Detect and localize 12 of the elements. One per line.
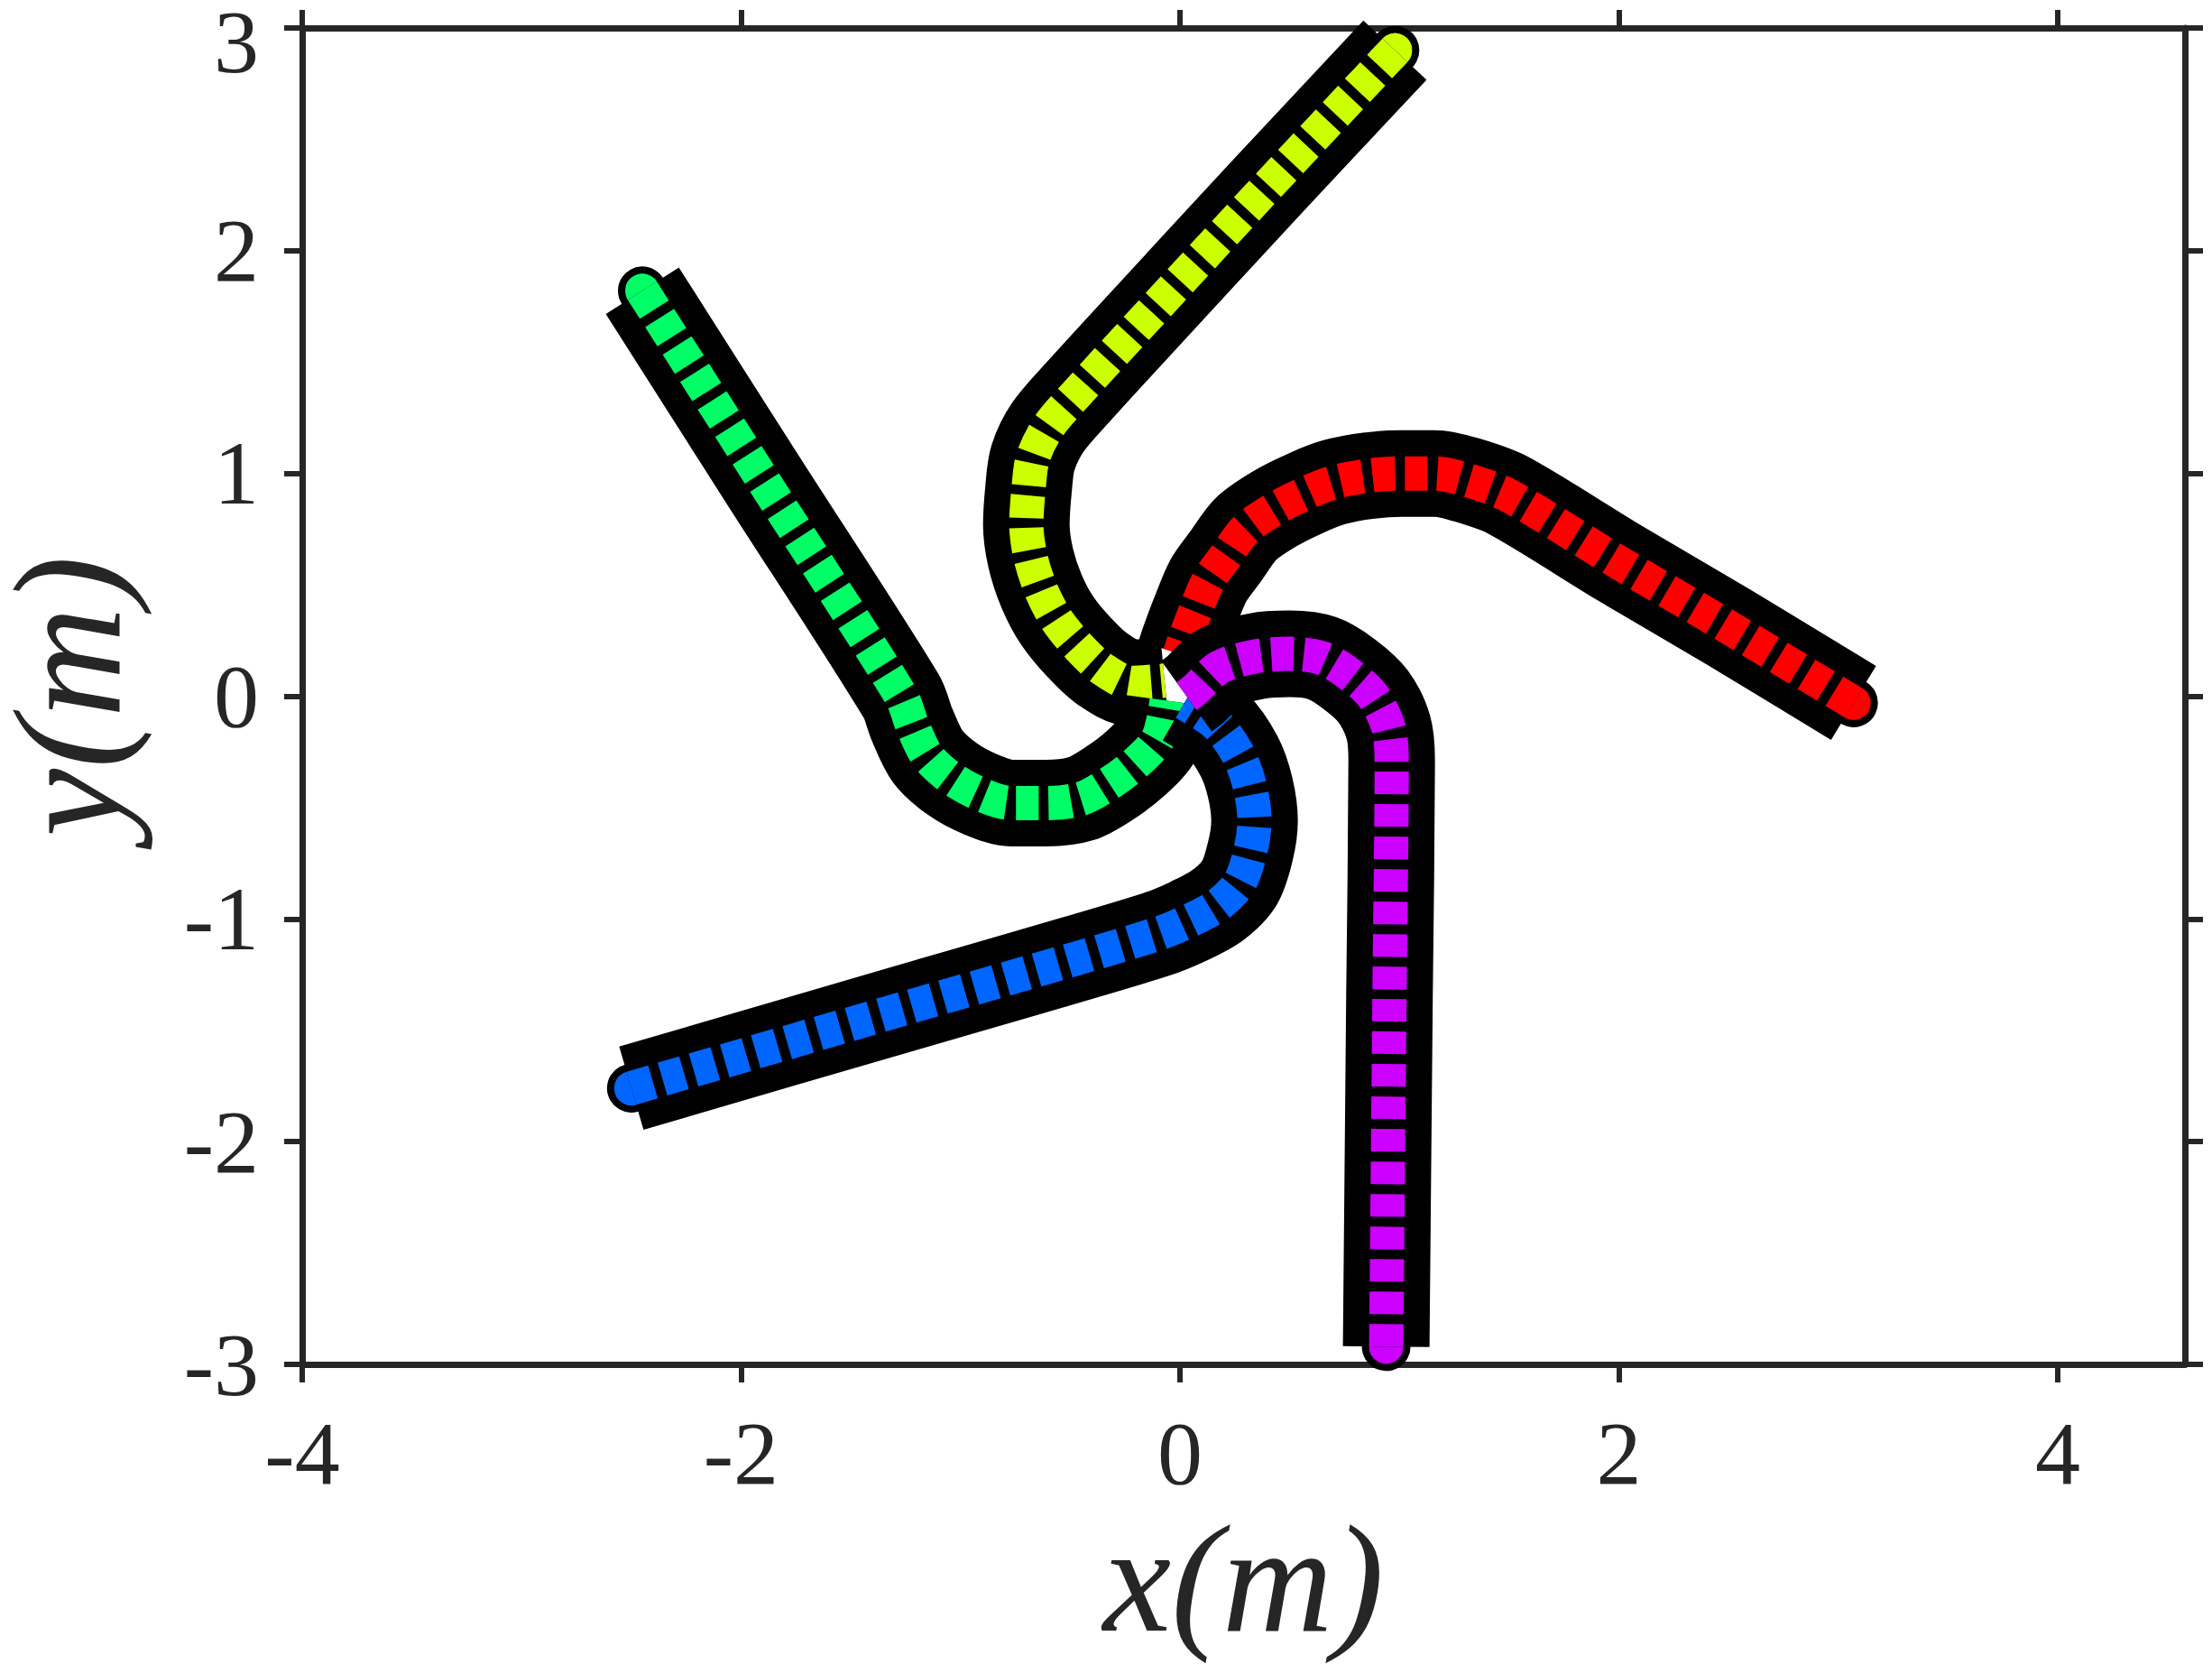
y-tick-label: -1: [183, 868, 259, 969]
y-tick-label: 3: [214, 0, 259, 92]
y-tick-label: 1: [214, 423, 259, 524]
y-tick-label: -3: [183, 1314, 259, 1415]
y-tick-label: -2: [183, 1091, 259, 1192]
x-tick-label: -2: [703, 1402, 779, 1503]
y-tick-label: 0: [214, 646, 259, 746]
x-tick-label: 4: [2034, 1402, 2080, 1503]
x-tick-label: 2: [1596, 1402, 1642, 1503]
y-axis-title: y(m): [0, 555, 152, 851]
y-tick-label: 2: [214, 200, 259, 301]
x-tick-label: -4: [264, 1402, 340, 1503]
